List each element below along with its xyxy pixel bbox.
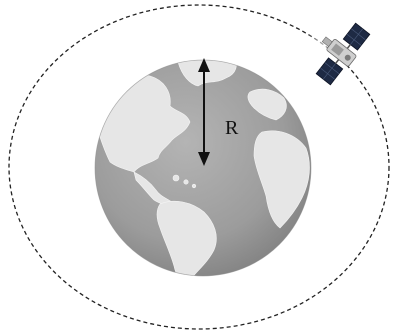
satellite-icon [306, 22, 371, 86]
double-arrow-icon [198, 58, 210, 166]
radius-label: R [225, 117, 239, 139]
orbit-path [8, 4, 390, 330]
earth-globe-icon [94, 59, 312, 277]
